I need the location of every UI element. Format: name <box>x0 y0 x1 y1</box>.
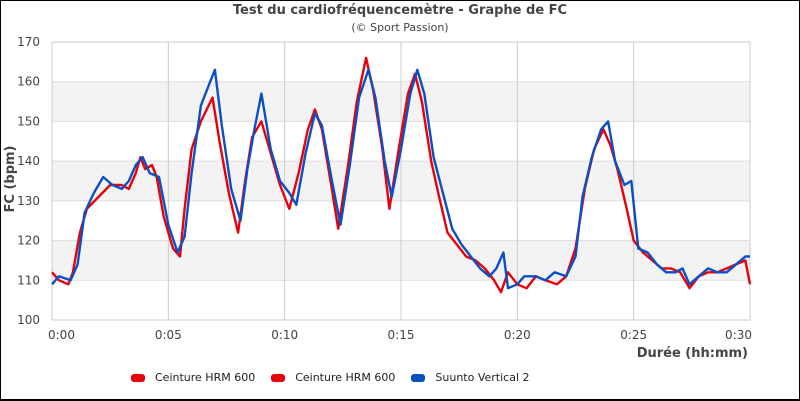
chart-title: Test du cardiofréquencemètre - Graphe de… <box>232 3 568 18</box>
legend-label: Ceinture HRM 600 <box>295 371 396 384</box>
y-tick-label: 100 <box>17 313 40 327</box>
legend: Ceinture HRM 600 Ceinture HRM 600 Suunto… <box>131 371 546 384</box>
legend-label: Ceinture HRM 600 <box>155 371 256 384</box>
y-tick-label: 140 <box>17 154 40 168</box>
legend-item: Ceinture HRM 600 <box>271 371 395 384</box>
legend-item: Suunto Vertical 2 <box>411 371 530 384</box>
x-tick-label: 0:20 <box>504 328 531 342</box>
y-tick-label: 130 <box>17 194 40 208</box>
legend-swatch-icon <box>411 373 426 382</box>
x-tick-label: 0:15 <box>388 328 415 342</box>
x-tick-label: 0:05 <box>155 328 182 342</box>
y-axis-label: FC (bpm) <box>3 146 18 213</box>
x-axis-label: Durée (hh:mm) <box>637 346 748 361</box>
legend-item: Ceinture HRM 600 <box>131 371 255 384</box>
y-tick-label: 150 <box>17 114 40 128</box>
x-tick-label: 0:10 <box>271 328 298 342</box>
plot-border <box>51 41 751 321</box>
legend-swatch-icon <box>271 373 286 382</box>
series-line <box>51 68 750 290</box>
y-tick-label: 120 <box>17 234 40 248</box>
legend-label: Suunto Vertical 2 <box>435 371 530 384</box>
y-tick-label: 170 <box>17 35 40 49</box>
x-tick-label: 0:25 <box>620 328 647 342</box>
legend-swatch-icon <box>131 373 145 382</box>
y-tick-label: 110 <box>17 273 40 287</box>
x-tick-label: 0:00 <box>48 328 75 342</box>
x-tick-label: 0:30 <box>725 328 752 342</box>
y-tick-label: 160 <box>17 75 40 89</box>
chart-subtitle: (© Sport Passion) <box>351 21 449 34</box>
